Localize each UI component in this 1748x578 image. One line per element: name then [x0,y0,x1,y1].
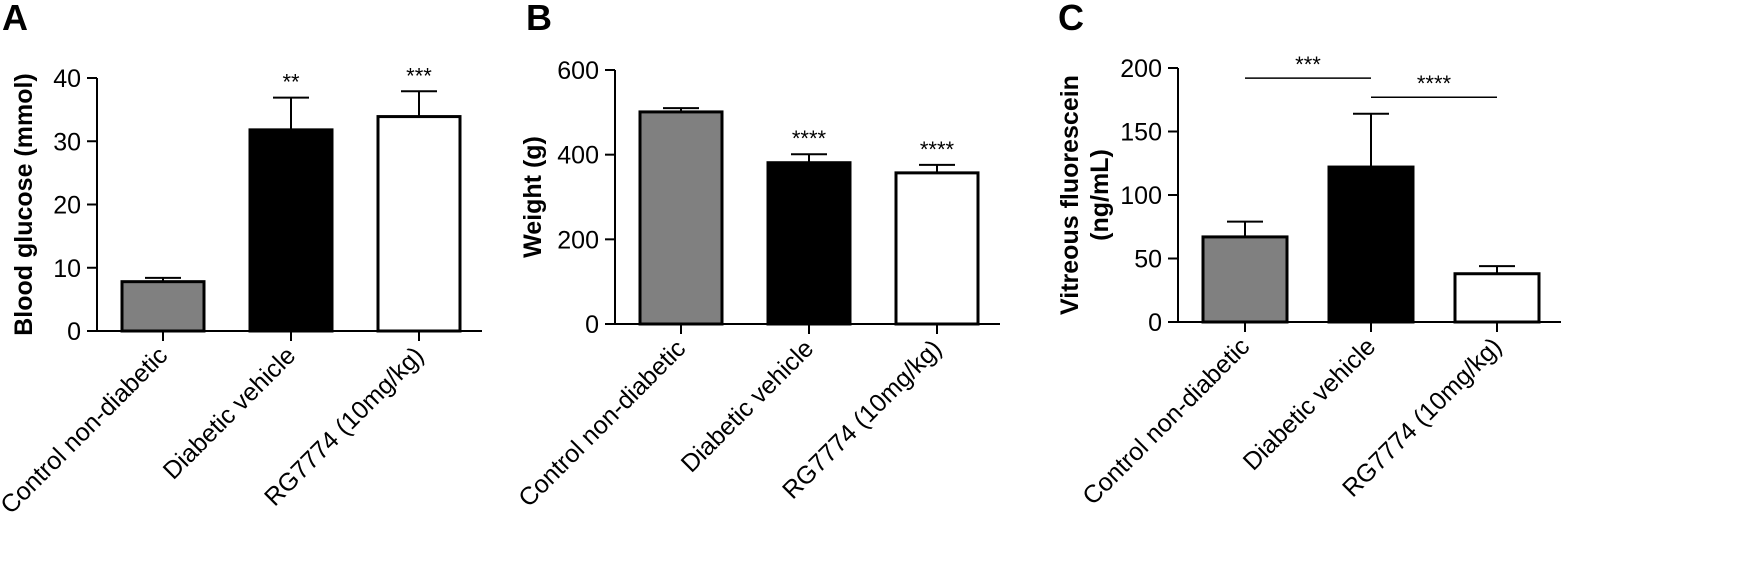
category-label: Diabetic vehicle [676,334,820,478]
y-tick-label: 200 [1120,55,1162,83]
y-tick-label: 400 [557,142,599,170]
significance-label: **** [920,137,955,162]
bar [376,115,462,333]
y-axis-title: Weight (g) [519,136,547,258]
bar [1453,272,1541,324]
y-tick-label: 20 [53,192,81,220]
panel-letter: C [1058,0,1084,38]
y-tick-label: 0 [67,318,81,346]
significance-label: *** [406,63,432,88]
y-tick-label: 0 [585,311,599,339]
y-tick-label: 200 [557,226,599,254]
y-tick-label: 150 [1120,119,1162,147]
bar [638,110,724,326]
panel-letter: A [2,0,28,38]
bar [248,128,334,333]
y-axis-title: Vitreous fluorescein(ng/mL) [1056,75,1114,315]
y-tick-label: 50 [1134,246,1162,274]
bar [120,280,206,333]
y-tick-label: 10 [53,255,81,283]
category-label: Control non-diabetic [1077,332,1255,510]
y-tick-label: 0 [1148,309,1162,337]
category-label: Control non-diabetic [0,341,173,519]
y-axis-title-line: Vitreous fluorescein [1056,75,1084,315]
y-axis-title-line: Blood glucose (mmol) [10,73,38,336]
y-axis-title-line: Weight (g) [519,136,547,258]
y-tick-label: 600 [557,57,599,85]
bar [766,161,852,326]
category-label: Control non-diabetic [513,334,691,512]
significance-label: ** [282,70,300,95]
significance-label: **** [792,126,827,151]
y-axis-title: Blood glucose (mmol) [10,73,38,336]
category-label: Diabetic vehicle [1238,332,1382,476]
comparison-label: **** [1417,71,1452,96]
bar [894,171,980,326]
panel-letter: B [526,0,552,38]
y-tick-label: 40 [53,65,81,93]
y-tick-label: 30 [53,128,81,156]
comparison-label: *** [1295,52,1321,77]
y-axis-title-line: (ng/mL) [1086,149,1114,241]
panel-b: B 0 200 400 600 Weight (g) Control non-diabeti… [513,0,1000,512]
bar [1327,165,1415,324]
bar [1201,235,1289,324]
y-tick-label: 100 [1120,182,1162,210]
category-label: Diabetic vehicle [158,341,302,485]
panel-a: A 0 10 20 30 40 Blood glucose (mmol) Control no… [0,0,482,519]
